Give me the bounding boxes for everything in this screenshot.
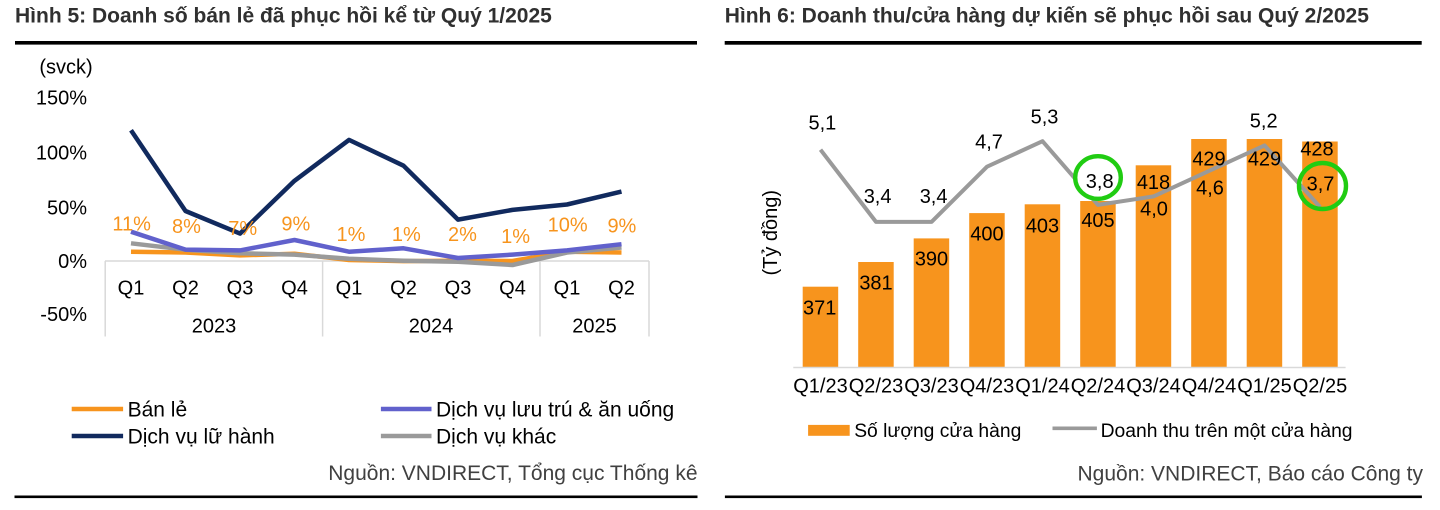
svg-text:1%: 1% — [501, 226, 530, 248]
svg-text:4,6: 4,6 — [1196, 177, 1224, 199]
svg-text:Q3: Q3 — [227, 278, 254, 300]
svg-text:Nguồn: VNDIRECT, Báo cáo Công: Nguồn: VNDIRECT, Báo cáo Công ty — [1078, 463, 1424, 486]
svg-text:Q4/24: Q4/24 — [1182, 375, 1236, 397]
svg-text:Q2: Q2 — [172, 278, 199, 300]
svg-text:Q4/23: Q4/23 — [960, 375, 1014, 397]
svg-text:Q1/25: Q1/25 — [1237, 375, 1291, 397]
svg-text:381: 381 — [859, 273, 892, 295]
svg-text:Dịch vụ khác: Dịch vụ khác — [436, 426, 556, 449]
svg-text:5,1: 5,1 — [808, 112, 836, 134]
svg-text:Bán lẻ: Bán lẻ — [128, 399, 188, 422]
svg-text:Hình 6: Doanh thu/cửa hàng dự: Hình 6: Doanh thu/cửa hàng dự kiến sẽ ph… — [725, 5, 1370, 28]
svg-text:429: 429 — [1192, 149, 1225, 171]
svg-text:2%: 2% — [448, 224, 477, 246]
svg-text:3,8: 3,8 — [1086, 171, 1114, 193]
svg-text:Hình 5: Doanh số bán lẻ đã phụ: Hình 5: Doanh số bán lẻ đã phục hồi kể t… — [15, 5, 552, 28]
svg-text:Q1: Q1 — [336, 278, 363, 300]
svg-text:(svck): (svck) — [39, 57, 92, 79]
svg-text:Q4: Q4 — [499, 278, 526, 300]
svg-text:Q1/24: Q1/24 — [1015, 375, 1069, 397]
svg-text:Q1/23: Q1/23 — [793, 375, 847, 397]
svg-text:390: 390 — [915, 248, 948, 270]
svg-text:400: 400 — [970, 224, 1003, 246]
svg-text:50%: 50% — [47, 197, 87, 219]
svg-text:Q4: Q4 — [281, 278, 308, 300]
svg-text:2023: 2023 — [192, 316, 237, 338]
svg-text:4,7: 4,7 — [975, 132, 1003, 154]
svg-text:5,3: 5,3 — [1031, 106, 1059, 128]
svg-text:150%: 150% — [36, 87, 87, 109]
svg-text:(Tỷ đồng): (Tỷ đồng) — [760, 190, 782, 276]
svg-text:Số lượng cửa hàng: Số lượng cửa hàng — [854, 421, 1021, 442]
svg-text:3,7: 3,7 — [1307, 174, 1335, 196]
svg-text:429: 429 — [1248, 149, 1281, 171]
svg-text:1%: 1% — [337, 224, 366, 246]
svg-text:Nguồn: VNDIRECT, Tổng cục Thốn: Nguồn: VNDIRECT, Tổng cục Thống kê — [328, 462, 697, 485]
svg-text:-50%: -50% — [40, 304, 87, 326]
svg-text:0%: 0% — [58, 251, 87, 273]
svg-text:2025: 2025 — [572, 316, 617, 338]
svg-text:Q2/25: Q2/25 — [1293, 375, 1347, 397]
svg-text:Q3/23: Q3/23 — [904, 375, 958, 397]
svg-text:Q3/24: Q3/24 — [1126, 375, 1180, 397]
svg-text:Q2/23: Q2/23 — [849, 375, 903, 397]
svg-text:Q2: Q2 — [608, 278, 635, 300]
svg-text:5,2: 5,2 — [1250, 110, 1278, 132]
svg-text:9%: 9% — [281, 214, 310, 236]
svg-text:1%: 1% — [392, 224, 421, 246]
svg-text:3,4: 3,4 — [920, 186, 948, 208]
svg-text:Q1: Q1 — [554, 278, 581, 300]
svg-text:418: 418 — [1137, 172, 1170, 194]
svg-text:7%: 7% — [228, 218, 257, 240]
svg-text:100%: 100% — [36, 142, 87, 164]
svg-text:Q2: Q2 — [390, 278, 417, 300]
svg-text:Q1: Q1 — [118, 278, 145, 300]
svg-text:Q2/24: Q2/24 — [1071, 375, 1125, 397]
svg-text:Q3: Q3 — [445, 278, 472, 300]
svg-text:3,4: 3,4 — [864, 186, 892, 208]
svg-text:10%: 10% — [548, 215, 588, 237]
svg-text:4,0: 4,0 — [1140, 198, 1168, 220]
svg-text:371: 371 — [803, 297, 836, 319]
svg-text:8%: 8% — [172, 216, 201, 238]
svg-text:403: 403 — [1026, 215, 1059, 237]
svg-text:11%: 11% — [112, 213, 151, 235]
svg-text:405: 405 — [1081, 210, 1114, 232]
svg-text:9%: 9% — [607, 216, 636, 238]
svg-text:2024: 2024 — [409, 316, 454, 338]
svg-text:Doanh thu trên một cửa hàng: Doanh thu trên một cửa hàng — [1101, 421, 1353, 442]
svg-text:Dịch vụ lưu trú & ăn uống: Dịch vụ lưu trú & ăn uống — [436, 399, 674, 422]
svg-text:Dịch vụ lữ hành: Dịch vụ lữ hành — [128, 426, 275, 449]
svg-text:428: 428 — [1300, 139, 1333, 161]
